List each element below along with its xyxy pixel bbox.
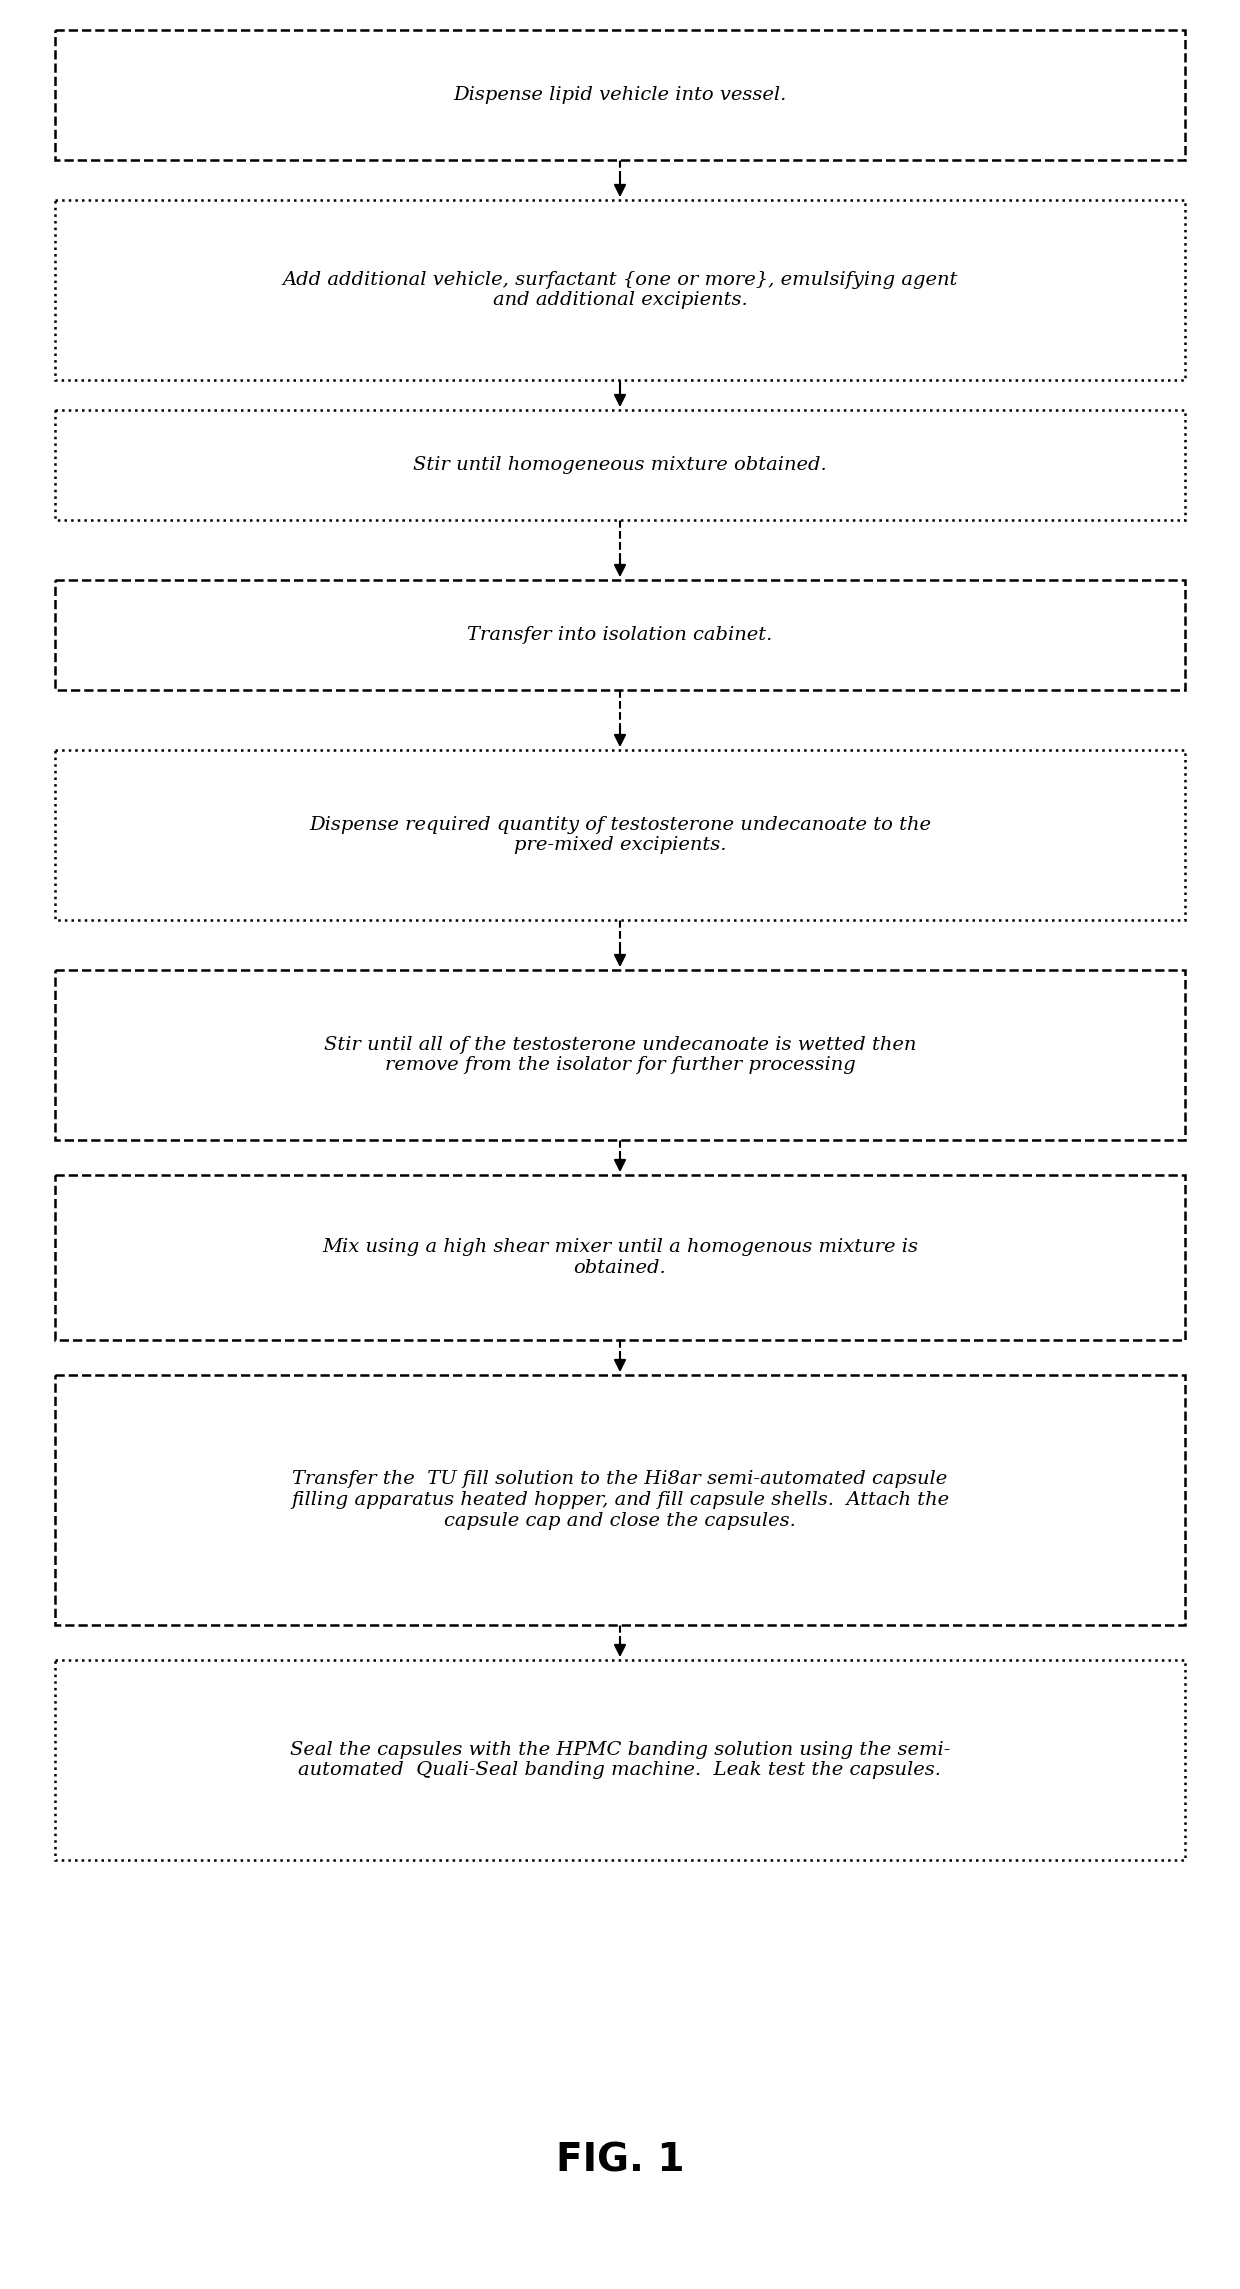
Bar — [55, 971, 1185, 1140]
Text: Dispense lipid vehicle into vessel.: Dispense lipid vehicle into vessel. — [454, 87, 786, 103]
Bar — [55, 751, 1185, 920]
Text: Stir until homogeneous mixture obtained.: Stir until homogeneous mixture obtained. — [413, 456, 827, 474]
Text: FIG. 1: FIG. 1 — [556, 2140, 684, 2179]
Text: Seal the capsules with the HPMC banding solution using the semi-
automated  Qual: Seal the capsules with the HPMC banding … — [290, 1740, 950, 1779]
Text: Stir until all of the testosterone undecanoate is wetted then
remove from the is: Stir until all of the testosterone undec… — [324, 1035, 916, 1074]
Text: Mix using a high shear mixer until a homogenous mixture is
obtained.: Mix using a high shear mixer until a hom… — [322, 1238, 918, 1277]
Bar — [55, 1174, 1185, 1339]
Bar — [55, 579, 1185, 689]
Bar — [55, 30, 1185, 160]
Bar — [55, 1376, 1185, 1625]
Text: Add additional vehicle, surfactant {one or more}, emulsifying agent
and addition: Add additional vehicle, surfactant {one … — [283, 270, 957, 309]
Text: Transfer into isolation cabinet.: Transfer into isolation cabinet. — [467, 625, 773, 643]
Bar — [55, 410, 1185, 520]
Text: Dispense required quantity of testosterone undecanoate to the
pre-mixed excipien: Dispense required quantity of testostero… — [309, 815, 931, 854]
Text: Transfer the  TU fill solution to the Hi8ar semi-automated capsule
filling appar: Transfer the TU fill solution to the Hi8… — [291, 1470, 949, 1529]
Bar — [55, 1660, 1185, 1861]
Bar — [55, 199, 1185, 380]
